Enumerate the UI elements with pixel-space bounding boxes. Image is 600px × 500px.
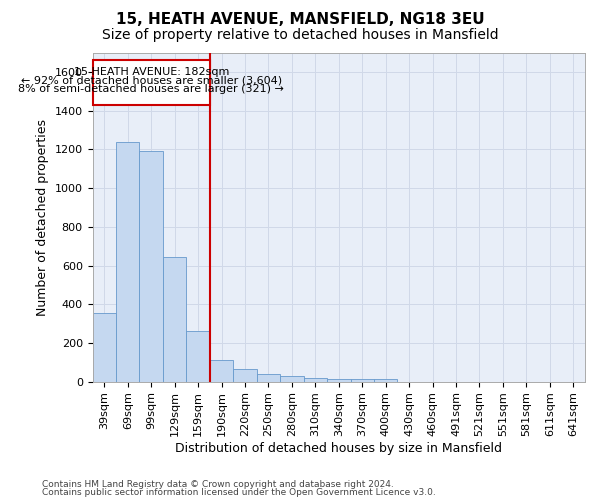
Bar (327, 379, 350, 382)
X-axis label: Distribution of detached houses by size in Mansfield: Distribution of detached houses by size … (175, 442, 502, 455)
Text: 8% of semi-detached houses are larger (321) →: 8% of semi-detached houses are larger (3… (18, 84, 284, 94)
Y-axis label: Number of detached properties: Number of detached properties (36, 118, 49, 316)
Text: ← 92% of detached houses are smaller (3,604): ← 92% of detached houses are smaller (3,… (20, 76, 282, 86)
Bar (374, 380, 397, 382)
Bar (350, 379, 374, 382)
Bar (233, 368, 257, 382)
Text: 15 HEATH AVENUE: 182sqm: 15 HEATH AVENUE: 182sqm (74, 67, 229, 77)
Bar (257, 374, 280, 382)
Text: Size of property relative to detached houses in Mansfield: Size of property relative to detached ho… (101, 28, 499, 42)
Bar (210, 360, 233, 382)
Bar (280, 376, 304, 382)
Bar (92, 313, 116, 382)
Bar (163, 257, 187, 382)
Bar (139, 152, 163, 382)
Bar (116, 142, 139, 382)
Text: Contains public sector information licensed under the Open Government Licence v3: Contains public sector information licen… (42, 488, 436, 497)
Bar (304, 378, 327, 382)
Bar (187, 332, 210, 382)
Text: 15, HEATH AVENUE, MANSFIELD, NG18 3EU: 15, HEATH AVENUE, MANSFIELD, NG18 3EU (116, 12, 484, 28)
FancyBboxPatch shape (92, 60, 210, 105)
Text: Contains HM Land Registry data © Crown copyright and database right 2024.: Contains HM Land Registry data © Crown c… (42, 480, 394, 489)
